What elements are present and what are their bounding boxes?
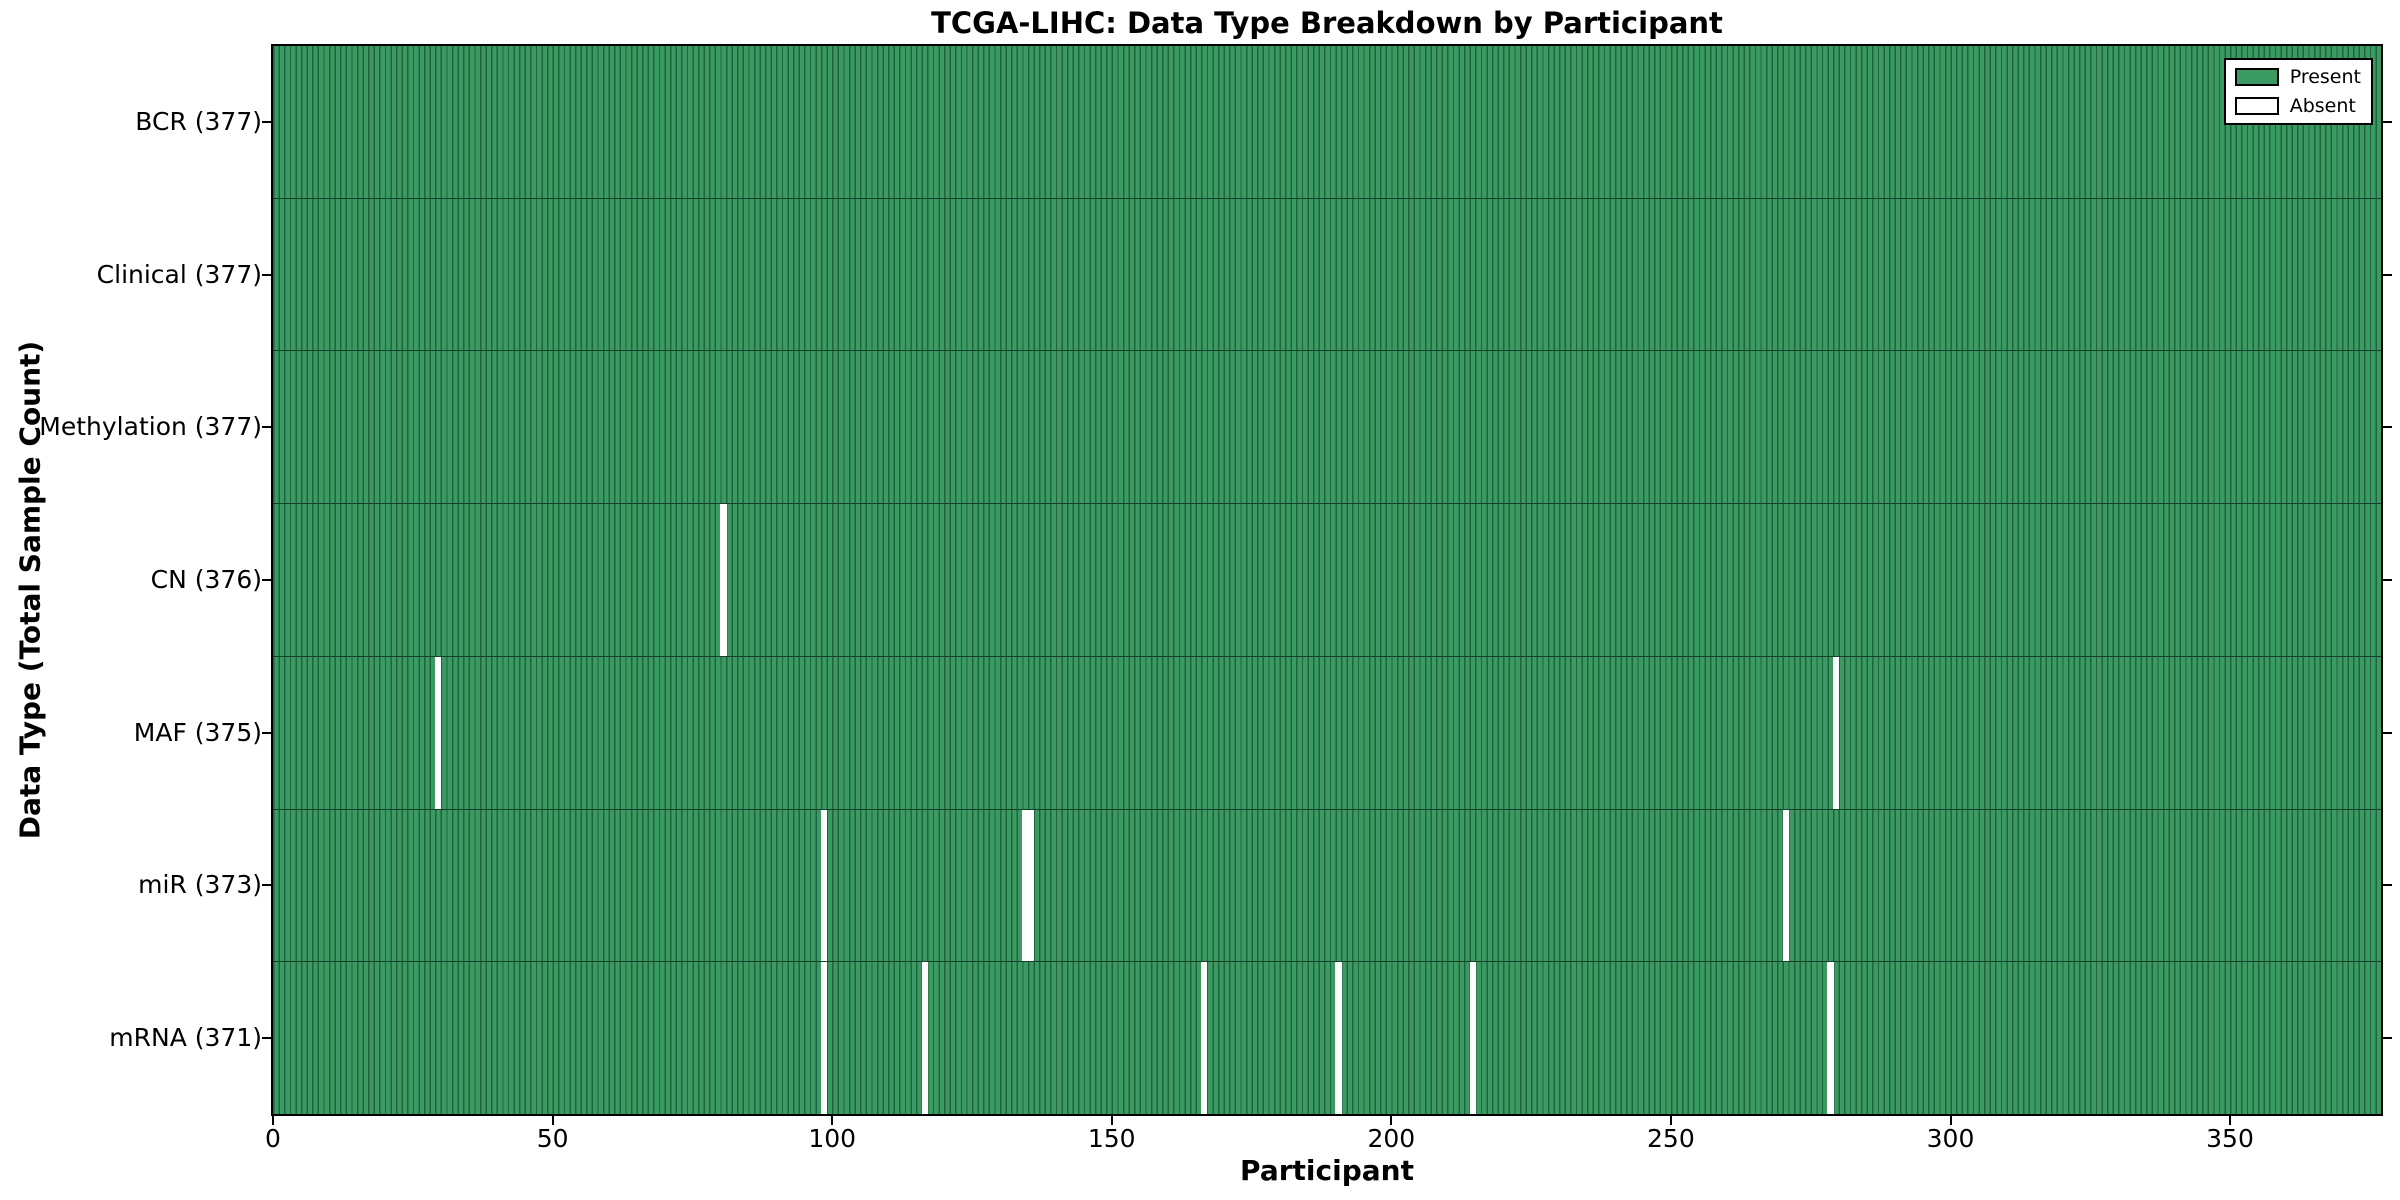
absent-gap xyxy=(435,656,442,809)
data-type-row-CN xyxy=(273,503,2381,656)
plot-area: Present Absent xyxy=(271,44,2383,1116)
y-tick-label: mRNA (371) xyxy=(109,1022,262,1052)
legend: Present Absent xyxy=(2223,58,2373,125)
absent-gap xyxy=(1469,962,1476,1115)
data-type-row-BCR xyxy=(273,46,2381,198)
x-tick-mark xyxy=(1110,1116,1113,1125)
data-type-row-MAF xyxy=(273,655,2381,809)
x-tick-label: 0 xyxy=(265,1124,281,1153)
x-tick-label: 150 xyxy=(1087,1124,1136,1153)
y-tick-mark-left xyxy=(262,579,271,581)
x-tick-label: 50 xyxy=(536,1124,569,1153)
absent-gap xyxy=(1027,809,1035,962)
x-tick-mark xyxy=(1669,1116,1672,1125)
absent-gap xyxy=(1022,809,1029,962)
data-type-row-mRNA xyxy=(273,961,2381,1115)
data-type-row-Methylation xyxy=(273,350,2381,504)
absent-gap xyxy=(1335,962,1342,1115)
absent-gap xyxy=(1833,656,1840,809)
absent-gap xyxy=(921,962,928,1115)
legend-label-absent: Absent xyxy=(2289,95,2356,117)
x-tick-label: 200 xyxy=(1367,1124,1416,1153)
presence-matrix xyxy=(273,46,2381,1115)
absent-gap xyxy=(820,962,828,1115)
y-tick-mark-right xyxy=(2383,579,2392,581)
y-tick-mark-left xyxy=(262,426,271,429)
data-type-row-Clinical xyxy=(273,197,2381,351)
y-tick-mark-left xyxy=(262,884,271,887)
absent-swatch-icon xyxy=(2234,97,2279,115)
x-tick-mark xyxy=(2229,1116,2231,1125)
y-tick-mark-right xyxy=(2383,426,2392,429)
legend-entry-present: Present xyxy=(2234,66,2361,88)
x-tick-label: 300 xyxy=(1926,1124,1975,1153)
absent-gap xyxy=(1201,962,1208,1115)
y-tick-label: BCR (377) xyxy=(135,107,262,137)
x-tick-mark xyxy=(831,1116,834,1125)
y-tick-label: miR (373) xyxy=(138,870,262,900)
y-tick-mark-left xyxy=(262,731,271,734)
legend-label-present: Present xyxy=(2289,66,2361,88)
x-tick-label: 350 xyxy=(2206,1124,2254,1153)
y-tick-label: MAF (375) xyxy=(133,717,262,747)
data-type-row-miR xyxy=(273,808,2381,962)
x-tick-mark xyxy=(1390,1116,1393,1125)
x-tick-mark xyxy=(272,1116,274,1125)
x-axis-label: Participant xyxy=(1240,1154,1414,1187)
absent-gap xyxy=(1782,809,1789,962)
y-tick-label: CN (376) xyxy=(150,565,262,594)
x-tick-mark xyxy=(551,1116,554,1125)
y-tick-mark-right xyxy=(2383,1036,2392,1039)
y-tick-mark-right xyxy=(2383,121,2392,124)
absent-gap xyxy=(820,809,828,962)
y-tick-label: Methylation (377) xyxy=(39,412,262,442)
y-tick-mark-right xyxy=(2383,731,2392,734)
absent-gap xyxy=(1827,962,1834,1115)
absent-gap xyxy=(720,504,727,656)
x-tick-label: 100 xyxy=(808,1124,857,1153)
y-tick-label: Clinical (377) xyxy=(96,259,262,289)
y-tick-mark-right xyxy=(2383,884,2392,887)
present-swatch-icon xyxy=(2234,68,2279,86)
legend-entry-absent: Absent xyxy=(2234,95,2361,117)
x-tick-mark xyxy=(1949,1116,1952,1125)
y-tick-mark-left xyxy=(262,121,271,124)
y-tick-mark-left xyxy=(262,273,271,276)
x-tick-label: 250 xyxy=(1647,1124,1695,1153)
y-tick-mark-left xyxy=(262,1036,271,1039)
y-tick-mark-right xyxy=(2383,273,2392,276)
chart-title: TCGA-LIHC: Data Type Breakdown by Partic… xyxy=(931,6,1723,40)
